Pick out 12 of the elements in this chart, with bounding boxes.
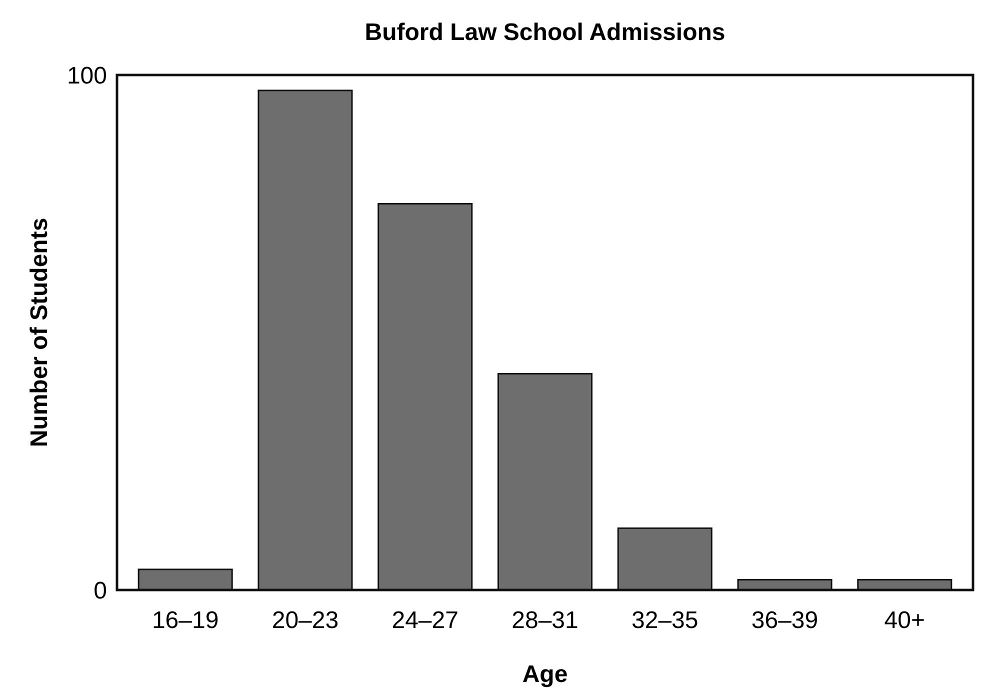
x-tick-label: 16–19 bbox=[152, 607, 219, 634]
x-tick-label: 28–31 bbox=[512, 607, 578, 634]
x-tick-label: 32–35 bbox=[632, 607, 698, 634]
chart-title: Buford Law School Admissions bbox=[364, 19, 726, 46]
x-tick-label: 40+ bbox=[884, 607, 926, 634]
x-tick-label: 36–39 bbox=[751, 607, 818, 634]
y-tick-label: 0 bbox=[94, 577, 107, 604]
y-tick-label: 100 bbox=[66, 62, 107, 90]
x-tick-label: 24–27 bbox=[392, 607, 458, 634]
x-tick-label: 20–23 bbox=[272, 607, 339, 634]
x-axis-title: Age bbox=[522, 661, 568, 688]
y-axis-title: Number of Students bbox=[26, 218, 53, 448]
